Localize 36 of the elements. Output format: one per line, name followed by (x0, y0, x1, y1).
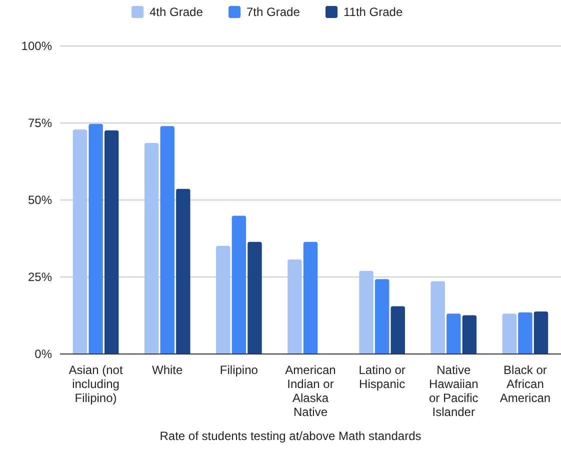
bar (160, 126, 174, 354)
bar (430, 281, 445, 354)
x-tick-label: Native Hawaiian or Pacific Islander (428, 363, 478, 419)
legend-label: 11th Grade (344, 5, 403, 20)
bar (502, 314, 517, 354)
bar (462, 315, 477, 354)
bar (390, 306, 405, 354)
bar (534, 311, 548, 354)
x-tick-label: Asian (not including Filipino) (68, 363, 124, 405)
y-tick-label: 50% (28, 193, 52, 208)
y-tick-label: 75% (28, 116, 52, 130)
x-tick-label: Black or African American (500, 363, 551, 405)
bar (232, 216, 246, 354)
x-tick-label: Latino or Hispanic (358, 363, 406, 391)
bar (176, 188, 190, 354)
bar (248, 242, 262, 354)
legend-label: 4th Grade (150, 5, 204, 20)
bar (374, 279, 390, 354)
bar (216, 246, 230, 354)
x-tick-label: White (152, 363, 184, 377)
bar (88, 124, 103, 354)
y-tick-label: 25% (28, 270, 52, 284)
bar (518, 312, 532, 354)
bar (359, 270, 374, 354)
bar (104, 130, 119, 354)
x-tick-label: Filipino (220, 363, 258, 377)
x-axis-title: Rate of students testing at/above Math standards (160, 429, 422, 443)
y-tick-label: 0% (34, 347, 52, 362)
bar (288, 259, 302, 354)
bar (303, 242, 318, 354)
legend-label: 7th Grade (246, 5, 300, 20)
y-tick-label: 100% (21, 39, 52, 54)
bar (144, 143, 159, 354)
bar (72, 129, 88, 354)
x-tick-label: American Indian or Alaska Native (285, 363, 336, 419)
bar (446, 314, 461, 354)
